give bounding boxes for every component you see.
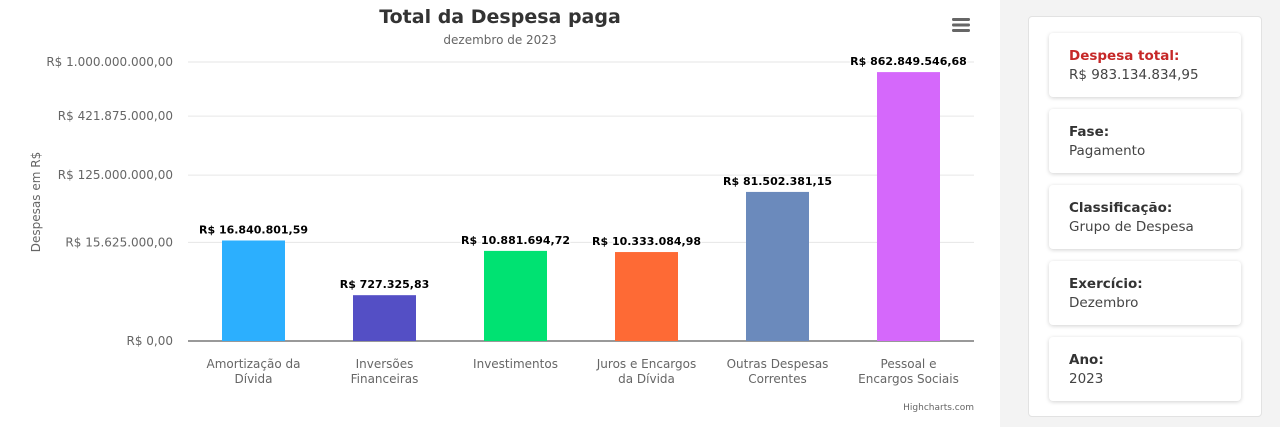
info-value: Grupo de Despesa bbox=[1069, 219, 1194, 235]
y-tick-label: R$ 1.000.000.000,00 bbox=[46, 55, 173, 69]
info-value: Dezembro bbox=[1069, 295, 1139, 311]
chart-title: Total da Despesa paga bbox=[379, 6, 621, 28]
x-tick-label: Investimentos bbox=[473, 357, 558, 371]
info-label: Fase: bbox=[1069, 124, 1110, 140]
bar-chart: R$ 0,00 R$ 15.625.000,00 R$ 125.000.000,00… bbox=[29, 54, 974, 386]
x-tick-label: Dívida bbox=[235, 372, 273, 386]
info-panel: Despesa total: R$ 983.134.834,95 Fase: P… bbox=[1012, 0, 1280, 427]
y-tick-label: R$ 15.625.000,00 bbox=[65, 235, 173, 249]
x-tick-label: Pessoal e bbox=[881, 357, 937, 371]
chart-credits-link[interactable]: Highcharts.com bbox=[903, 403, 974, 413]
chart-menu-button[interactable] bbox=[948, 14, 974, 36]
data-label: R$ 727.325,83 bbox=[340, 278, 430, 291]
y-tick-label: R$ 421.875.000,00 bbox=[58, 109, 173, 123]
info-label: Ano: bbox=[1069, 352, 1104, 368]
hamburger-menu-icon bbox=[952, 18, 970, 32]
data-label: R$ 862.849.546,68 bbox=[850, 55, 967, 68]
info-card: Despesa total: R$ 983.134.834,95 Fase: P… bbox=[1028, 16, 1262, 417]
bar bbox=[746, 191, 809, 341]
bar bbox=[484, 250, 547, 341]
x-tick-label: Financeiras bbox=[351, 372, 419, 386]
info-item-ano: Ano: 2023 bbox=[1049, 337, 1241, 401]
data-label: R$ 81.502.381,15 bbox=[723, 175, 832, 188]
info-label: Classificação: bbox=[1069, 200, 1173, 216]
chart-panel: R$ 0,00 R$ 15.625.000,00 R$ 125.000.000,00… bbox=[0, 0, 1000, 427]
data-label: R$ 16.840.801,59 bbox=[199, 223, 308, 236]
y-tick-label: R$ 125.000.000,00 bbox=[58, 168, 173, 182]
info-label: Exercício: bbox=[1069, 276, 1143, 292]
x-tick-label: Encargos Sociais bbox=[858, 372, 959, 386]
x-tick-label: Correntes bbox=[748, 372, 806, 386]
info-value: Pagamento bbox=[1069, 143, 1146, 159]
bar bbox=[615, 252, 678, 341]
info-item-exercicio: Exercício: Dezembro bbox=[1049, 261, 1241, 325]
info-item-fase: Fase: Pagamento bbox=[1049, 109, 1241, 173]
bar bbox=[353, 295, 416, 341]
x-tick-label: Outras Despesas bbox=[727, 357, 829, 371]
y-axis-title: Despesas em R$ bbox=[29, 152, 43, 252]
data-label: R$ 10.333.084,98 bbox=[592, 235, 701, 248]
y-tick-label: R$ 0,00 bbox=[126, 334, 173, 348]
chart-subtitle: dezembro de 2023 bbox=[443, 33, 557, 47]
info-value: R$ 983.134.834,95 bbox=[1069, 67, 1199, 83]
x-tick-label: Juros e Encargos bbox=[596, 357, 697, 371]
x-tick-label: da Dívida bbox=[618, 372, 675, 386]
bar bbox=[222, 240, 285, 341]
info-item-classificacao: Classificação: Grupo de Despesa bbox=[1049, 185, 1241, 249]
data-label: R$ 10.881.694,72 bbox=[461, 234, 570, 247]
info-item-despesa-total: Despesa total: R$ 983.134.834,95 bbox=[1049, 33, 1241, 97]
x-tick-label: Inversões bbox=[356, 357, 414, 371]
x-tick-label: Amortização da bbox=[207, 357, 301, 371]
bar bbox=[877, 72, 940, 342]
info-label: Despesa total: bbox=[1069, 48, 1180, 64]
info-value: 2023 bbox=[1069, 371, 1104, 387]
